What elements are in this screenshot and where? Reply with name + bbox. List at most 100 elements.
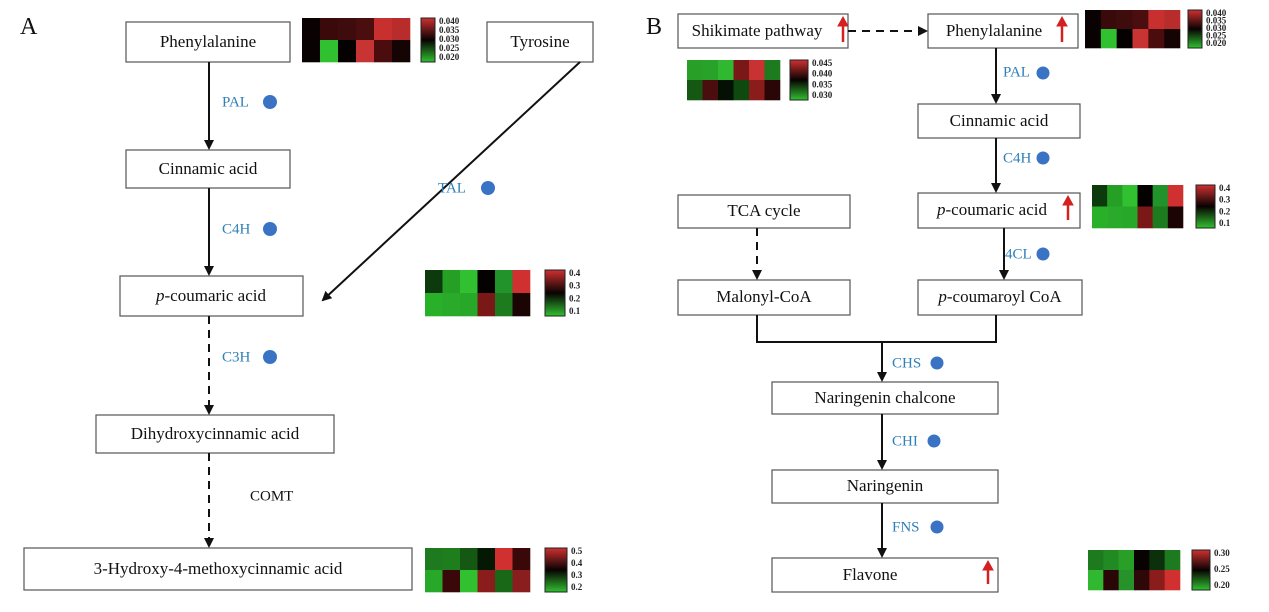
heatmap-cell [718,60,734,81]
legend-tick-label: 0.1 [569,306,581,316]
heatmap-cell [442,293,461,317]
heatmap-cell [1085,29,1102,49]
heatmap-cell [1132,10,1149,30]
legend-tick-label: 0.30 [1214,548,1230,558]
svg-text:Shikimate pathway: Shikimate pathway [692,21,823,40]
heatmap-cell [477,570,496,593]
node-b-p-coumaroyl-coa: p-coumaroyl CoA [917,279,1083,316]
enzyme-b-4cl: 4CL [1005,246,1032,262]
svg-text:Cinnamic acid: Cinnamic acid [950,111,1049,130]
legend-tick-label: 0.20 [1214,580,1230,590]
legend-tick-label: 0.025 [439,43,460,53]
heatmap-cell [687,80,703,101]
legend-tick-label: 0.040 [812,69,833,79]
svg-text:3-Hydroxy-4-methoxycinnamic ac: 3-Hydroxy-4-methoxycinnamic acid [94,559,343,578]
heatmap-cell [338,18,357,41]
heatmap-cell [477,270,496,294]
node-b-phenylalanine: Phenylalanine [927,13,1079,49]
heatmap-cell [512,570,531,593]
heatmap-cell [302,40,321,63]
heatmap-cell [1103,570,1119,591]
heatmap-cell [702,80,719,101]
legend-tick-label: 0.030 [1206,23,1227,33]
legend-tick-label: 0.035 [1206,16,1227,26]
heatmap-cell [495,570,513,593]
heatmap-cell [1107,185,1123,207]
enzyme-b-fns: FNS [892,519,920,535]
legend-tick-label: 0.3 [569,281,581,291]
node-a-dihydroxycinnamic-acid: Dihydroxycinnamic acid [95,414,335,454]
up-arrow-icon [1056,15,1068,42]
node-b-flavone: Flavone [771,557,999,593]
heatmap-cell [1122,206,1138,229]
heatmap-cell [1092,185,1108,207]
heatmap-cell [1152,185,1169,207]
enzyme-dot-icon [263,222,277,236]
enzyme-dot-icon [263,350,277,364]
color-legend-bar [544,547,568,593]
node-b-malonyl-coa: Malonyl-CoA [677,279,851,316]
legend-tick-label: 0.030 [812,90,833,100]
heatmap-cell [1088,570,1104,591]
enzyme-dot-icon [927,434,941,448]
svg-text:Naringenin chalcone: Naringenin chalcone [814,388,955,407]
svg-text:p-coumaric acid: p-coumaric acid [155,286,266,305]
heatmap-cell [356,18,375,41]
heatmap-cell [702,60,719,81]
heatmap-cell [1107,206,1123,229]
heatmap-cell [442,548,461,571]
heatmap-cell [320,40,339,63]
svg-text:Flavone: Flavone [843,565,898,584]
heatmap-cell [1118,570,1135,591]
heatmap-cell [1137,185,1153,207]
legend-tick-label: 0.020 [1206,38,1227,48]
heatmap-cell [749,60,765,81]
heatmap-cell [1152,206,1169,229]
node-b-cinnamic-acid: Cinnamic acid [917,103,1081,139]
enzyme-dot-icon [930,520,944,534]
heatmap-b-pcoumaric: 0.4 0.30.2 0.1 [1092,183,1231,229]
color-legend-bar [1195,184,1216,229]
enzyme-a-pal: PAL [222,94,249,110]
node-b-naringenin-chalcone: Naringenin chalcone [771,381,999,415]
heatmap-cell [460,570,478,593]
color-legend-bar [544,269,566,317]
legend-tick-label: 0.2 [1219,206,1231,216]
heatmap-cell [764,60,781,81]
heatmap-cell [1088,550,1104,571]
node-b-naringenin: Naringenin [771,469,999,504]
enzyme-a-comt: COMT [250,488,293,504]
enzyme-b-chi: CHI [892,433,918,449]
legend-tick-label: 0.2 [571,582,583,592]
heatmap-cell [1116,29,1133,49]
enzyme-dot-icon [263,95,277,109]
color-legend-bar [1191,549,1211,591]
heatmap-b-flavone: 0.30 0.25 0.20 [1088,548,1230,591]
heatmap-cell [1164,570,1181,591]
svg-text:Tyrosine: Tyrosine [510,32,569,51]
legend-tick-label: 0.3 [1219,195,1231,205]
node-a-3-hydroxy-4-methoxycinnamic-acid: 3-Hydroxy-4-methoxycinnamic acid [23,547,413,591]
panel-label-a: A [20,14,38,40]
heatmap-cell [733,60,750,81]
node-a-cinnamic-acid: Cinnamic acid [125,149,291,189]
heatmap-cell [1092,206,1108,229]
legend-tick-label: 0.4 [1219,183,1231,193]
heatmap-cell [1149,570,1165,591]
heatmap-cell [1100,10,1117,30]
heatmap-cell [392,40,411,63]
heatmap-cell [1164,10,1181,30]
enzyme-a-c4h: C4H [222,221,251,237]
heatmap-cell [1167,206,1184,229]
svg-text:Phenylalanine: Phenylalanine [160,32,256,51]
enzyme-b-c4h: C4H [1003,150,1032,166]
heatmap-cell [477,548,496,571]
color-legend-bar [420,17,436,63]
svg-text:Naringenin: Naringenin [847,476,924,495]
heatmap-cell [338,40,357,63]
heatmap-cell [495,293,513,317]
heatmap-cell [687,60,703,81]
node-b-tca-cycle: TCA cycle [677,194,851,229]
svg-text:Malonyl-CoA: Malonyl-CoA [716,287,812,306]
